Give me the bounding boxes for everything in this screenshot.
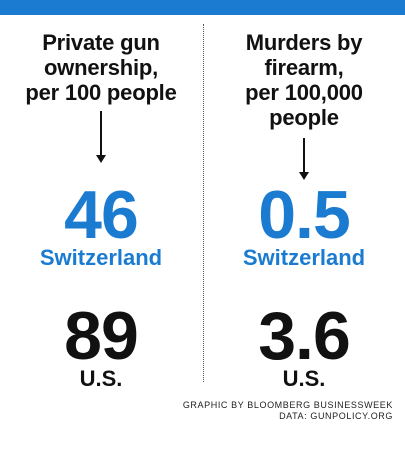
label-us: U.S. (282, 366, 326, 391)
credit-graphic: GRAPHIC BY BLOOMBERG BUSINESSWEEK (182, 400, 393, 410)
top-accent-bar (0, 0, 405, 15)
value-us: 89 (64, 298, 139, 374)
label-switzerland: Switzerland (242, 245, 366, 270)
heading-line: ownership, (43, 55, 159, 80)
down-arrow-icon (96, 111, 106, 163)
heading-line: firearm, (264, 55, 344, 80)
label-switzerland: Switzerland (39, 245, 163, 270)
heading-line: per 100,000 (245, 80, 363, 105)
column-heading: Murders by firearm, per 100,000 people (203, 30, 405, 130)
heading-line: per 100 people (25, 80, 177, 105)
value-switzerland: 46 (64, 177, 139, 253)
column-heading: Private gun ownership, per 100 people (0, 30, 202, 105)
column-gun-ownership: Private gun ownership, per 100 people 46… (0, 0, 202, 451)
column-divider (203, 24, 204, 382)
heading-line: Murders by (245, 30, 363, 55)
heading-line: Private gun (42, 30, 160, 55)
value-us: 3.6 (258, 298, 351, 374)
label-us: U.S. (79, 366, 123, 391)
value-switzerland: 0.5 (258, 177, 351, 253)
down-arrow-icon (299, 138, 309, 180)
heading-line: people (269, 105, 339, 130)
column-firearm-murders: Murders by firearm, per 100,000 people 0… (203, 0, 405, 451)
credit-data-source: DATA: GUNPOLICY.ORG (279, 411, 393, 421)
credits: GRAPHIC BY BLOOMBERG BUSINESSWEEK DATA: … (183, 400, 393, 422)
